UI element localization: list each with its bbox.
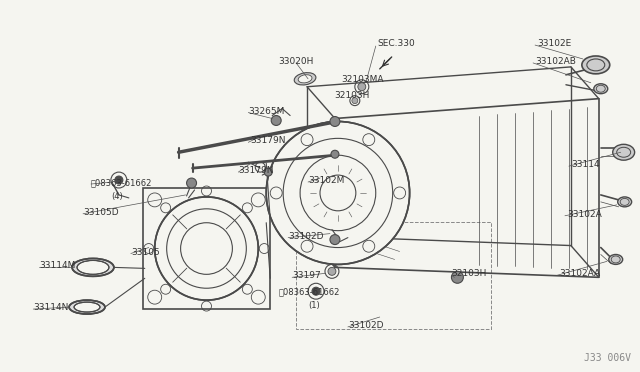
Bar [296,222,492,329]
Text: 33114M: 33114M [39,262,76,270]
Ellipse shape [582,56,610,74]
Text: J33 006V: J33 006V [584,353,630,363]
Circle shape [328,267,336,275]
Text: 33102M: 33102M [308,176,344,185]
Circle shape [271,116,281,125]
Text: 33102E: 33102E [537,39,572,48]
Text: 33105: 33105 [131,247,159,257]
Text: 33102AA: 33102AA [559,269,600,278]
Circle shape [312,287,320,295]
Circle shape [264,168,272,176]
Ellipse shape [298,75,312,83]
Text: (4): (4) [111,192,123,201]
Ellipse shape [72,259,114,276]
Text: 33020H: 33020H [278,57,314,66]
Ellipse shape [74,302,100,312]
Text: 33102A: 33102A [567,210,602,219]
Circle shape [451,271,463,283]
Circle shape [266,122,410,264]
Circle shape [115,176,123,184]
Ellipse shape [69,300,105,314]
Text: 32103H: 32103H [451,269,487,278]
Text: 33265M: 33265M [248,107,285,116]
Circle shape [155,197,259,300]
Text: SEC.330: SEC.330 [378,39,415,48]
Circle shape [331,150,339,158]
Text: 33114: 33114 [571,160,600,169]
Circle shape [330,235,340,244]
Text: 33179N: 33179N [250,137,286,145]
Circle shape [358,83,366,91]
Ellipse shape [594,84,608,94]
Text: 33102D: 33102D [348,321,383,330]
Text: 33197: 33197 [292,271,321,280]
Text: (1): (1) [308,301,320,310]
Circle shape [330,116,340,126]
Bar [143,188,270,309]
Text: Ⓢ08363-61662: Ⓢ08363-61662 [91,178,152,187]
Text: 33105D: 33105D [83,208,118,217]
Text: 33102AB: 33102AB [535,57,576,66]
Text: 32103MA: 32103MA [341,75,383,84]
Text: 33179N: 33179N [238,166,274,175]
Circle shape [352,98,358,104]
Text: 33114N: 33114N [33,303,68,312]
Ellipse shape [77,260,109,274]
Ellipse shape [612,144,635,160]
Text: 33102D: 33102D [288,232,324,241]
Ellipse shape [294,73,316,85]
Ellipse shape [618,197,632,207]
Text: 32103H: 32103H [334,91,369,100]
Ellipse shape [609,254,623,264]
Text: Ⓢ08363-61662: Ⓢ08363-61662 [278,287,340,296]
Circle shape [187,178,196,188]
